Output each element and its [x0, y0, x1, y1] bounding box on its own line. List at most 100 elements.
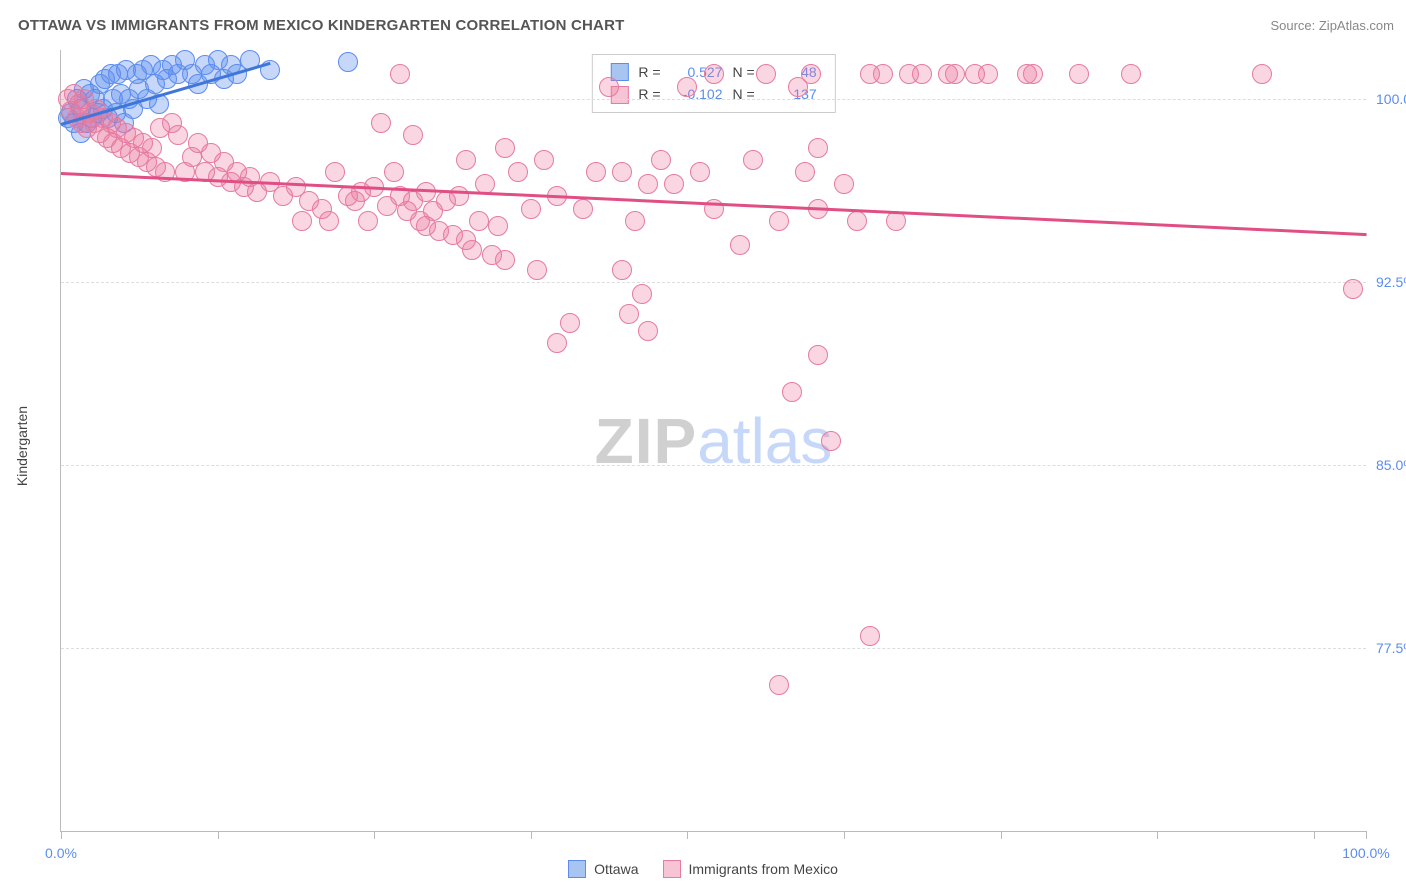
data-point — [84, 113, 104, 133]
data-point — [384, 162, 404, 182]
data-point — [95, 69, 115, 89]
data-point — [221, 172, 241, 192]
chart-header: OTTAWA VS IMMIGRANTS FROM MEXICO KINDERG… — [0, 0, 1406, 50]
chart-source: Source: ZipAtlas.com — [1270, 18, 1394, 33]
data-point — [782, 382, 802, 402]
data-point — [80, 103, 100, 123]
data-point — [795, 162, 815, 182]
data-point — [74, 79, 94, 99]
data-point — [108, 64, 128, 84]
legend-label: Ottawa — [594, 861, 638, 877]
correlation-stats-box: R =0.527N =48R =-0.102N =137 — [591, 54, 835, 113]
x-tick — [1001, 831, 1002, 839]
data-point — [72, 113, 92, 133]
data-point — [978, 64, 998, 84]
data-point — [64, 113, 84, 133]
stat-row: R =0.527N =48 — [610, 61, 816, 83]
data-point — [260, 172, 280, 192]
data-point — [821, 431, 841, 451]
plot-inner: ZIPatlas R =0.527N =48R =-0.102N =137 77… — [60, 50, 1366, 832]
data-point — [61, 103, 81, 123]
data-point — [443, 225, 463, 245]
data-point — [195, 55, 215, 75]
data-point — [456, 230, 476, 250]
data-point — [188, 133, 208, 153]
watermark: ZIPatlas — [595, 404, 833, 478]
data-point — [1252, 64, 1272, 84]
plot-area: ZIPatlas R =0.527N =48R =-0.102N =137 77… — [60, 50, 1366, 832]
data-point — [286, 177, 306, 197]
data-point — [71, 99, 91, 119]
data-point — [153, 60, 173, 80]
x-tick — [844, 831, 845, 839]
data-point — [358, 211, 378, 231]
data-point — [612, 260, 632, 280]
y-axis-label: Kindergarten — [14, 406, 30, 486]
data-point — [416, 216, 436, 236]
data-point — [201, 143, 221, 163]
data-point — [97, 128, 117, 148]
data-point — [938, 64, 958, 84]
data-point — [175, 162, 195, 182]
y-tick-label: 77.5% — [1368, 640, 1406, 656]
legend-swatch — [610, 63, 628, 81]
data-point — [390, 64, 410, 84]
data-point — [168, 64, 188, 84]
data-point — [547, 333, 567, 353]
data-point — [234, 177, 254, 197]
data-point — [397, 201, 417, 221]
data-point — [547, 186, 567, 206]
data-point — [527, 260, 547, 280]
data-point — [145, 74, 165, 94]
data-point — [69, 94, 89, 114]
data-point — [945, 64, 965, 84]
x-tick-label: 0.0% — [45, 845, 77, 861]
data-point — [808, 138, 828, 158]
trend-line — [61, 172, 1367, 236]
data-point — [638, 174, 658, 194]
data-point — [61, 101, 81, 121]
data-point — [101, 64, 121, 84]
data-point — [227, 64, 247, 84]
data-point — [560, 313, 580, 333]
data-point — [873, 64, 893, 84]
data-point — [260, 60, 280, 80]
data-point — [808, 199, 828, 219]
data-point — [834, 174, 854, 194]
data-point — [403, 125, 423, 145]
data-point — [86, 99, 106, 119]
data-point — [155, 162, 175, 182]
data-point — [111, 138, 131, 158]
data-point — [127, 64, 147, 84]
stat-r-label: R = — [638, 61, 660, 83]
data-point — [534, 150, 554, 170]
data-point — [77, 113, 97, 133]
data-point — [638, 321, 658, 341]
data-point — [133, 60, 153, 80]
data-point — [495, 138, 515, 158]
data-point — [651, 150, 671, 170]
x-tick-label: 100.0% — [1342, 845, 1389, 861]
data-point — [120, 143, 140, 163]
data-point — [227, 162, 247, 182]
data-point — [462, 240, 482, 260]
data-point — [107, 118, 127, 138]
x-tick — [1366, 831, 1367, 839]
data-point — [129, 147, 149, 167]
data-point — [808, 345, 828, 365]
legend-item: Ottawa — [568, 860, 638, 878]
data-point — [410, 211, 430, 231]
chart-title: OTTAWA VS IMMIGRANTS FROM MEXICO KINDERG… — [18, 17, 624, 34]
data-point — [886, 211, 906, 231]
data-point — [416, 182, 436, 202]
stat-n-value: 137 — [765, 83, 817, 105]
legend-label: Immigrants from Mexico — [689, 861, 838, 877]
data-point — [1121, 64, 1141, 84]
stat-n-value: 48 — [765, 61, 817, 83]
legend: Ottawa Immigrants from Mexico — [0, 860, 1406, 878]
data-point — [508, 162, 528, 182]
data-point — [123, 99, 143, 119]
data-point — [1069, 64, 1089, 84]
data-point — [371, 113, 391, 133]
data-point — [64, 84, 84, 104]
